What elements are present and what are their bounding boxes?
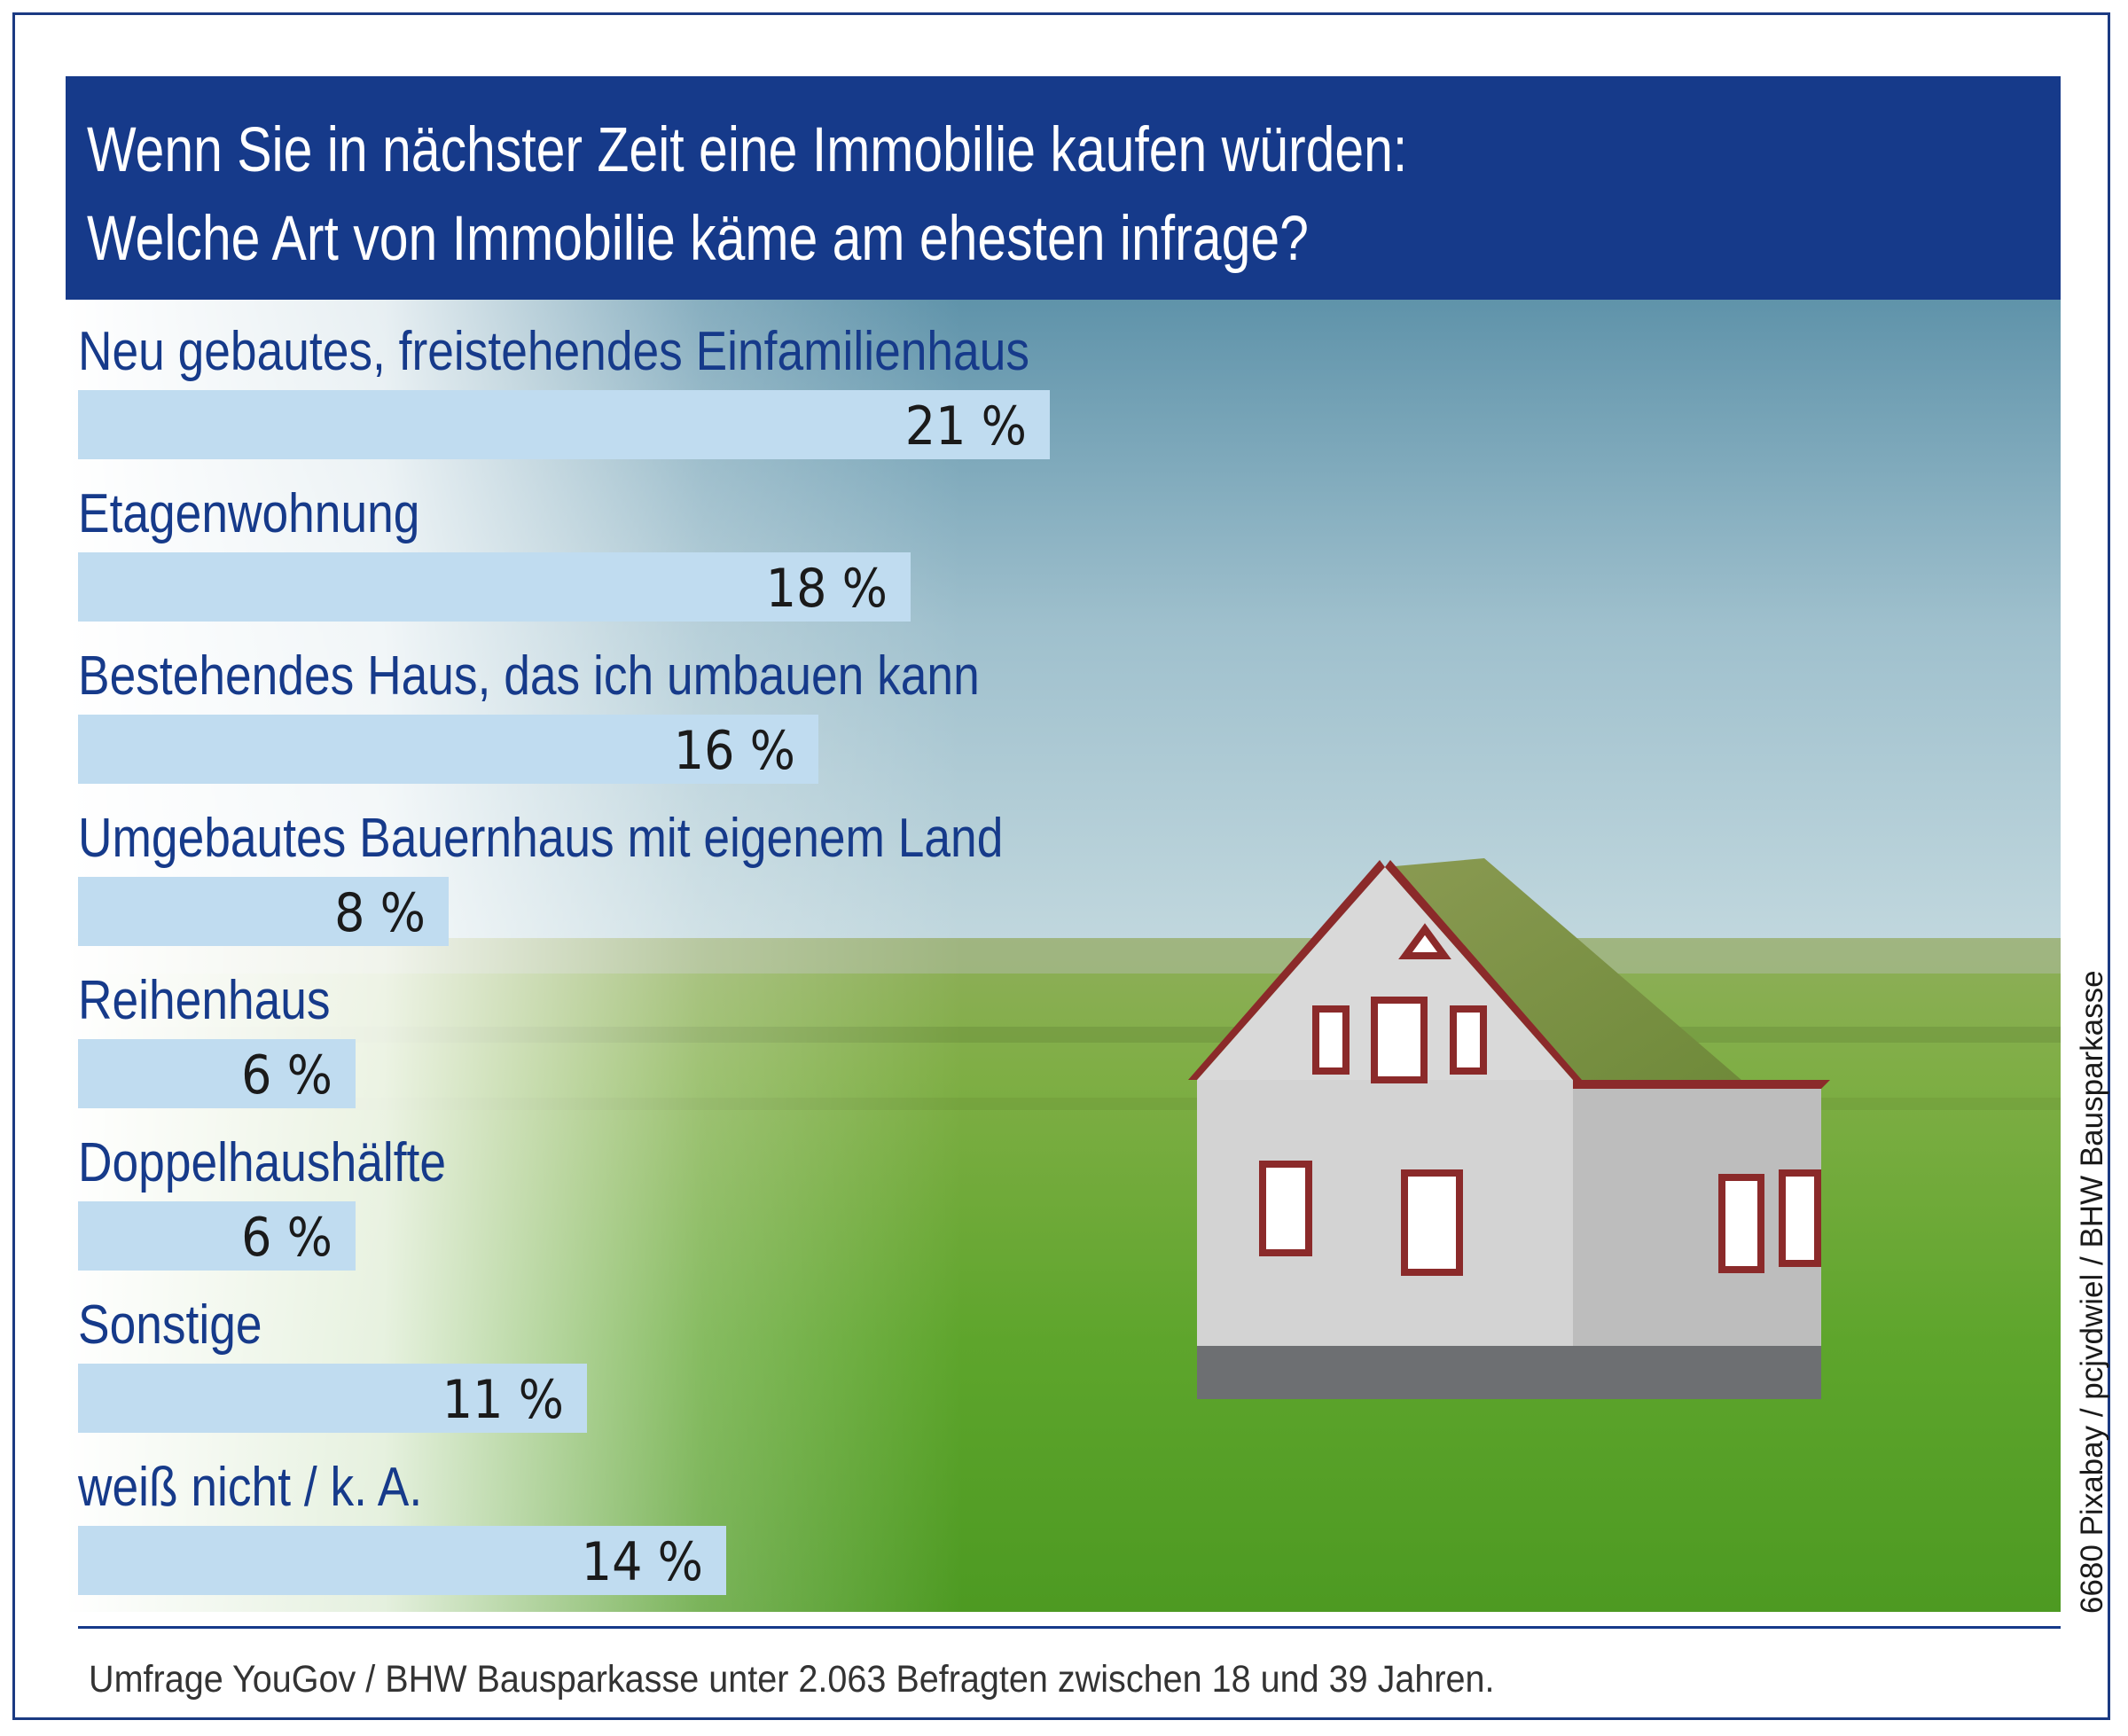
bar [78, 552, 911, 622]
category-label: Reihenhaus [78, 970, 331, 1031]
bar-value-label: 11 % [442, 1369, 564, 1431]
bar-value-label: 14 % [581, 1531, 703, 1593]
bar [78, 877, 449, 946]
survey-source-note: Umfrage YouGov / BHW Bausparkasse unter … [89, 1658, 1495, 1701]
footer-divider [78, 1626, 2061, 1629]
bar-value-label: 18 % [765, 558, 888, 620]
bar-value-label: 21 % [904, 395, 1027, 457]
bar-value-label: 16 % [673, 720, 795, 782]
bar-value-label: 6 % [241, 1044, 332, 1107]
category-label: Etagenwohnung [78, 483, 420, 544]
bar [78, 1039, 356, 1108]
bar-value-label: 8 % [334, 882, 426, 944]
category-label: weiß nicht / k. A. [78, 1457, 423, 1518]
category-label: Sonstige [78, 1294, 262, 1356]
bar [78, 1201, 356, 1271]
bar-value-label: 6 % [241, 1207, 332, 1269]
bar [78, 1526, 726, 1595]
category-label: Neu gebautes, freistehendes Einfamilienh… [78, 321, 1030, 382]
title-banner: Wenn Sie in nächster Zeit eine Immobilie… [66, 76, 2061, 300]
photo-credit: 6680 Pixabay / pcjvdwiel / BHW Bausparka… [2075, 970, 2109, 1614]
chart-title-line-2: Welche Art von Immobilie käme am ehesten… [87, 204, 1309, 274]
bar [78, 390, 1050, 459]
category-label: Umgebautes Bauernhaus mit eigenem Land [78, 808, 1004, 869]
bar [78, 715, 818, 784]
infographic-frame [12, 12, 2110, 1720]
chart-title-line-1: Wenn Sie in nächster Zeit eine Immobilie… [87, 115, 1408, 185]
category-label: Doppelhaushälfte [78, 1132, 447, 1193]
category-label: Bestehendes Haus, das ich umbauen kann [78, 645, 980, 707]
bar [78, 1364, 587, 1433]
